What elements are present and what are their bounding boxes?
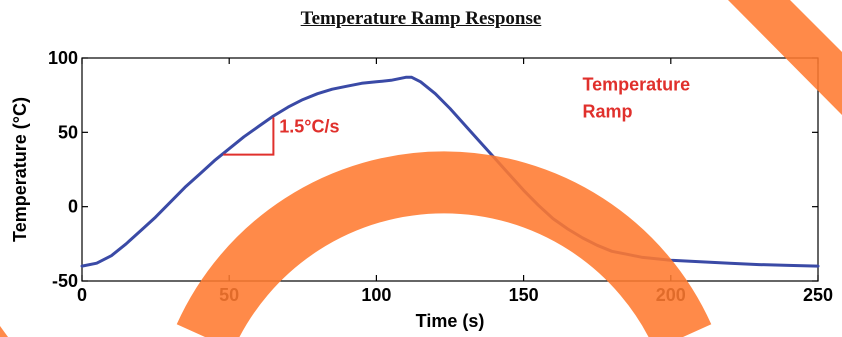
annotations: Temperature Ramp 1.5°C/s bbox=[279, 75, 690, 137]
annotation-label: Temperature bbox=[582, 75, 690, 95]
orange-ring bbox=[176, 151, 712, 337]
x-tick-label: 250 bbox=[803, 285, 833, 305]
orange-diagonal-band bbox=[728, 0, 842, 115]
annotation-label: Ramp bbox=[582, 101, 632, 121]
y-axis-label: Temperature (°C) bbox=[10, 97, 30, 242]
plot-area bbox=[81, 57, 819, 282]
x-tick-label: 150 bbox=[509, 285, 539, 305]
y-tick-label: 50 bbox=[58, 122, 78, 142]
x-axis-label: Time (s) bbox=[416, 311, 485, 331]
y-tick-label: 0 bbox=[68, 197, 78, 217]
y-tick-label: -50 bbox=[52, 271, 78, 291]
y-axis-ticks: -50 0 50 100 bbox=[48, 48, 818, 291]
x-tick-label: 100 bbox=[361, 285, 391, 305]
annotation-label: 1.5°C/s bbox=[279, 116, 339, 136]
chart-title: Temperature Ramp Response bbox=[300, 8, 542, 29]
slope-triangle-marker bbox=[223, 117, 275, 156]
x-tick-label: 0 bbox=[77, 285, 87, 305]
orange-corner-wedge bbox=[0, 326, 8, 337]
y-tick-label: 100 bbox=[48, 48, 78, 68]
